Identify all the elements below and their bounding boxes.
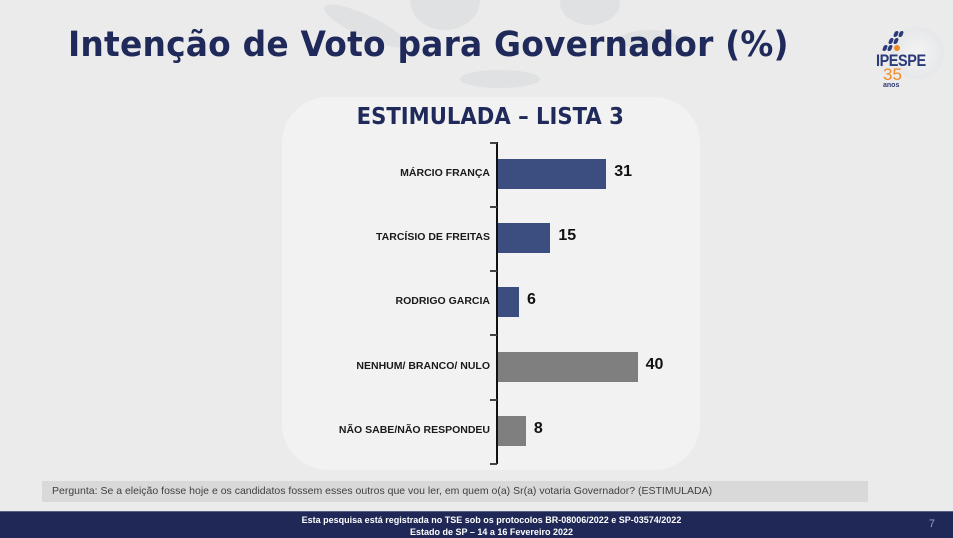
bar [498,287,519,318]
logo-dots-icon [880,31,905,51]
logo-years-label: anos [883,82,900,89]
bar-row: TARCÍSIO DE FREITAS 15 [0,223,953,254]
axis-tick [490,463,497,465]
chart-title: ESTIMULADA – LISTA 3 [356,104,624,130]
bar [498,223,551,254]
logo-years: 35 [883,65,902,84]
background-decoration [620,30,680,50]
category-label: RODRIGO GARCIA [395,295,491,308]
page-number: 7 [928,518,935,530]
category-label: NENHUM/ BRANCO/ NULO [356,359,490,372]
background-decoration [460,70,540,88]
category-label: NÃO SABE/NÃO RESPONDEU [338,423,490,436]
bar-row: RODRIGO GARCIA 6 [0,287,953,318]
value-label: 15 [558,227,577,245]
background-decoration [560,0,620,25]
category-label: TARCÍSIO DE FREITAS [376,231,490,244]
footer-date: Estado de SP – 14 a 16 Fevereiro 2022 [410,527,573,537]
bar [498,351,638,382]
ipespe-logo: IPESPE 35 anos [870,25,948,95]
bar [498,415,526,446]
bar-row: MÁRCIO FRANÇA 31 [0,159,953,189]
axis-tick [490,270,497,272]
bar-row: NENHUM/ BRANCO/ NULO 40 [0,351,953,382]
bar [498,159,607,189]
footer-bar: Esta pesquisa está registrada no TSE sob… [0,511,953,538]
value-label: 31 [614,163,632,180]
logo-brand: IPESPE [876,51,926,70]
y-axis [496,142,498,464]
axis-tick [490,334,497,336]
value-label: 6 [526,291,536,309]
bar-row: NÃO SABE/NÃO RESPONDEU 8 [0,415,953,446]
footer-registration: Esta pesquisa está registrada no TSE sob… [301,515,682,525]
axis-tick [490,142,497,144]
chart-card [282,97,700,470]
slide-title: Intenção de Voto para Governador (%) [68,25,789,65]
category-label: MÁRCIO FRANÇA [400,167,490,179]
axis-tick [490,399,497,401]
value-label: 8 [533,419,543,437]
value-label: 40 [645,355,664,373]
axis-tick [490,206,497,208]
question-note: Pergunta: Se a eleição fosse hoje e os c… [42,481,868,502]
